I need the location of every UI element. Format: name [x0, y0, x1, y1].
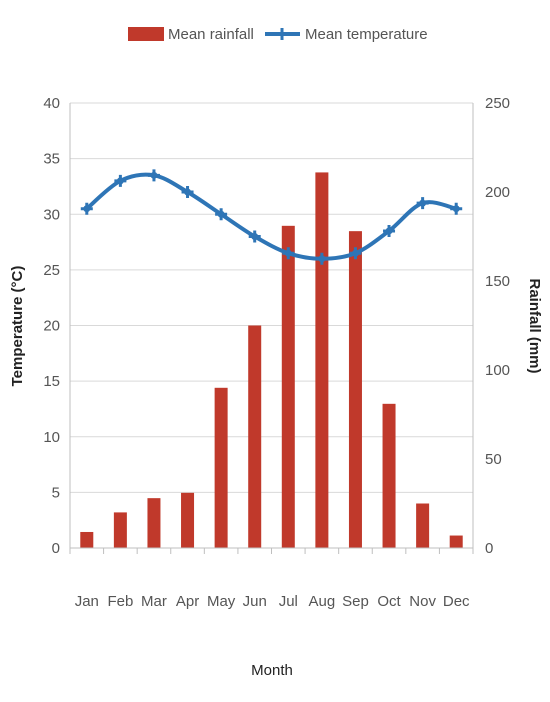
x-tick-label: Dec [443, 593, 470, 610]
y-left-tick-label: 20 [43, 318, 60, 335]
y-left-tick-label: 0 [52, 540, 60, 557]
y-left-tick-label: 5 [52, 484, 60, 501]
y-left-tick-label: 15 [43, 373, 60, 390]
temperature-point-dot [184, 188, 192, 196]
rainfall-bar [449, 535, 463, 548]
legend-temperature-label: Mean temperature [305, 26, 428, 43]
legend-rainfall-swatch [128, 27, 164, 41]
temperature-point-dot [116, 177, 124, 185]
rainfall-bar [416, 503, 430, 548]
x-tick-label: Feb [107, 593, 133, 610]
x-tick-label: Aug [309, 593, 336, 610]
rainfall-bar [348, 231, 362, 548]
x-tick-label: Mar [141, 593, 167, 610]
temperature-point-dot [150, 171, 158, 179]
legend-rainfall-label: Mean rainfall [168, 26, 254, 43]
gridlines [70, 102, 473, 493]
rainfall-bar [181, 492, 195, 548]
temperature-series-line [85, 172, 457, 261]
y-axis-right-title: Rainfall (mm) [526, 278, 543, 373]
x-tick-label: Jun [243, 593, 267, 610]
temperature-point-dot [217, 210, 225, 218]
x-tick-label: Nov [409, 593, 436, 610]
y-left-tick-label: 35 [43, 151, 60, 168]
y-right-tick-label: 250 [485, 95, 510, 112]
x-tick-label: Sep [342, 593, 369, 610]
x-axis-title: Month [251, 662, 293, 679]
y-axis-left-title: Temperature (°C) [9, 266, 26, 387]
rainfall-bar [315, 172, 329, 549]
temperature-point-dot [251, 233, 259, 240]
y-right-tick-label: 100 [485, 362, 510, 379]
temperature-point-dot [83, 205, 91, 213]
temperature-point-dot [385, 227, 393, 235]
rainfall-bar [147, 498, 161, 548]
legend: Mean rainfall Mean temperature [128, 26, 428, 43]
rainfall-bar [80, 531, 94, 548]
temperature-point-dot [284, 249, 292, 257]
axes: 0 5 10 15 20 25 30 35 40 0 50 100 150 200 250 Jan Feb Mar… [43, 95, 510, 610]
temperature-point-dot [419, 199, 427, 207]
x-tick-label: May [207, 593, 236, 610]
y-left-tick-label: 25 [43, 262, 60, 279]
x-tick-label: Apr [176, 593, 199, 610]
temperature-point-dot [351, 249, 359, 257]
rainfall-bars [80, 172, 463, 549]
y-left-tick-label: 40 [43, 95, 60, 112]
y-right-tick-label: 150 [485, 273, 510, 290]
y-left-tick-label: 30 [43, 206, 60, 223]
temperature-point-dot [318, 255, 326, 263]
x-tick-label: Jul [279, 593, 298, 610]
rainfall-bar [113, 512, 127, 548]
x-tick-label: Jan [75, 593, 99, 610]
rainfall-bar [281, 225, 295, 548]
rainfall-bar [214, 387, 228, 548]
y-right-tick-label: 200 [485, 184, 510, 201]
temperature-line [80, 169, 463, 265]
temperature-point-dot [452, 205, 460, 213]
legend-temperature-marker [276, 28, 288, 40]
rainfall-bar [382, 403, 396, 548]
rainfall-bar [248, 325, 262, 548]
y-right-tick-label: 50 [485, 451, 502, 468]
y-left-tick-label: 10 [43, 429, 60, 446]
y-right-tick-label: 0 [485, 540, 493, 557]
x-tick-label: Oct [377, 593, 401, 610]
